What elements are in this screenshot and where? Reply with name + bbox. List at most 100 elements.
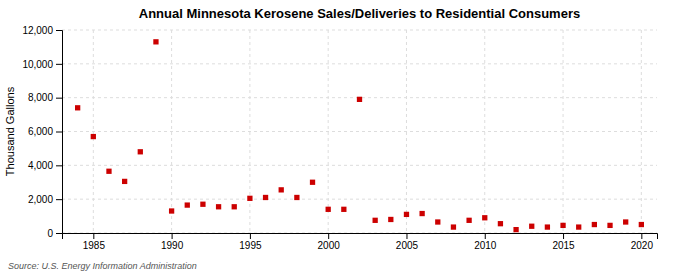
x-tick-mark [328,233,329,239]
point [466,218,471,223]
x-tick: 1995 [239,233,262,251]
x-tick-mark [250,233,251,239]
y-tick-mark [56,132,62,133]
point [560,223,565,228]
grid-line-y [62,63,657,64]
grid-line-x [328,30,329,233]
grid-line-x [171,30,172,233]
point [138,149,143,154]
x-tick-label: 2020 [631,240,654,251]
grid-line-y [62,165,657,166]
point [451,224,456,229]
point [106,169,111,174]
point [247,196,252,201]
grid-line-x [406,30,407,233]
x-tick-mark [485,233,486,239]
point [341,207,346,212]
point [216,204,221,209]
point [388,217,393,222]
x-axis: 1985 1990 1995 2000 2005 2010 2015 2020 [63,233,658,251]
source-note: Source: U.S. Energy Information Administ… [8,261,197,271]
y-tick-label: 12,000 [22,25,53,36]
x-tick: 2005 [396,233,419,251]
x-tick-mark [563,233,564,239]
point [279,187,284,192]
point [576,224,581,229]
grid-line-x [249,30,250,233]
point [294,195,299,200]
y-tick-mark [56,199,62,200]
x-tick-mark [93,233,94,239]
point [263,195,268,200]
x-tick: 2015 [552,233,575,251]
point [122,179,127,184]
y-tick-mark [56,30,62,31]
point [373,218,378,223]
x-tick: 1990 [161,233,184,251]
point [310,180,315,185]
y-tick-label: 4,000 [28,160,53,171]
chart-container: 1985 1990 1995 2000 2005 2010 2015 2020 0 2,000 4,… [0,0,675,275]
title: Annual Minnesota Kerosene Sales/Deliveri… [139,6,580,21]
point [200,202,205,207]
x-tick-label: 1995 [239,240,262,251]
x-tick-mark [172,233,173,239]
point [545,224,550,229]
x-tick-label: 2010 [474,240,497,251]
grid-line-x [641,30,642,233]
point [482,215,487,220]
y-tick-label: 0 [47,228,53,239]
x-tick-label: 2005 [396,240,419,251]
point [404,212,409,217]
point [607,223,612,228]
grid [62,30,657,233]
y-tick-label: 6,000 [28,126,53,137]
y-tick: 8,000 [28,92,62,103]
x-axis-line [63,234,658,240]
x-tick: 2010 [474,233,497,251]
x-tick-label: 1990 [161,240,184,251]
y-tick-label: 10,000 [22,59,53,70]
point [435,219,440,224]
point [592,222,597,227]
point [529,224,534,229]
point [232,204,237,209]
x-tick-mark [406,233,407,239]
y-tick: 12,000 [22,25,62,36]
y-tick: 4,000 [28,160,62,171]
x-tick-label: 2015 [552,240,575,251]
y-axis: 0 2,000 4,000 6,000 8,000 10,000 12,000 [22,25,62,239]
point [326,207,331,212]
y-tick: 2,000 [28,194,62,205]
y-tick-label: 8,000 [28,92,53,103]
x-tick-mark [641,233,642,239]
point [75,105,80,110]
point [185,202,190,207]
y-tick-mark [56,64,62,65]
point [639,222,644,227]
point [623,219,628,224]
y-tick-mark [56,165,62,166]
point [513,227,518,232]
y-axis-line [56,31,63,234]
point [169,208,174,213]
point [153,39,158,44]
grid-line-y [62,199,657,200]
points [75,39,644,232]
chart-svg: 1985 1990 1995 2000 2005 2010 2015 2020 0 2,000 4,… [0,0,675,275]
y-tick: 10,000 [22,59,62,70]
point [91,134,96,139]
y-tick: 0 [47,228,62,239]
grid-line-y [62,30,657,31]
x-tick: 2000 [318,233,341,251]
point [419,211,424,216]
x-tick: 1985 [83,233,106,251]
point [357,97,362,102]
x-tick-label: 2000 [318,240,341,251]
grid-line-x [563,30,564,233]
y-tick: 6,000 [28,126,62,137]
y-tick-label: 2,000 [28,194,53,205]
grid-line-x [93,30,94,233]
y-tick-mark [56,233,62,234]
plot-area: 1985 1990 1995 2000 2005 2010 2015 2020 0 2,000 4,… [22,25,657,251]
